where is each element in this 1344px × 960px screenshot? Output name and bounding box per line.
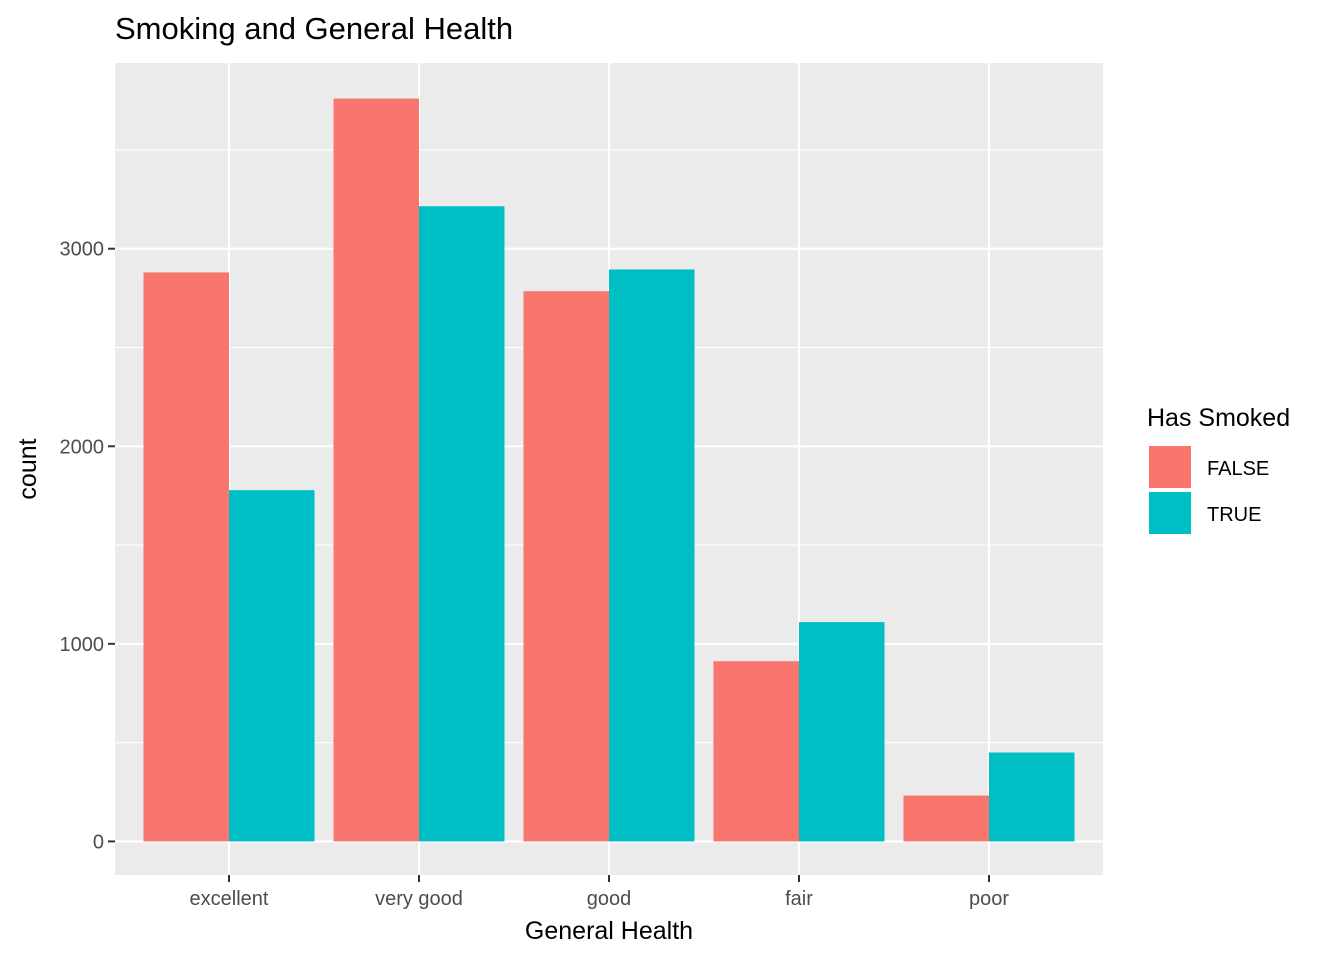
legend: Has Smoked FALSE TRUE (1147, 404, 1290, 534)
y-axis: 0 1000 2000 3000 (60, 239, 115, 853)
y-tick-label: 1000 (60, 634, 105, 656)
bar-true-poor (989, 752, 1075, 842)
bar-true-fair (799, 622, 885, 842)
legend-key-false (1149, 446, 1191, 488)
bar-true-excellent (229, 490, 315, 842)
x-axis: excellent very good good fair poor (190, 875, 1009, 910)
bar-false-good (523, 291, 609, 842)
bar-false-excellent (143, 272, 229, 842)
y-tick-label: 0 (93, 831, 104, 853)
x-axis-title: General Health (525, 917, 693, 945)
y-tick-label: 2000 (60, 436, 105, 458)
bar-false-poor (903, 795, 989, 842)
x-tick-label: excellent (190, 888, 269, 910)
legend-title: Has Smoked (1147, 404, 1290, 432)
y-tick-label: 3000 (60, 239, 105, 261)
x-tick-label: very good (375, 888, 463, 910)
x-tick-label: fair (785, 888, 813, 910)
bar-true-good (609, 269, 695, 842)
y-axis-title: count (14, 438, 42, 499)
chart-title: Smoking and General Health (115, 11, 513, 46)
legend-label-true: TRUE (1207, 504, 1261, 526)
x-tick-label: poor (969, 888, 1009, 910)
legend-key-true (1149, 492, 1191, 534)
bar-false-fair (713, 661, 799, 842)
bars (143, 98, 1075, 842)
x-tick-label: good (587, 888, 632, 910)
legend-label-false: FALSE (1207, 458, 1269, 480)
bar-true-very-good (419, 206, 505, 842)
bar-false-very-good (333, 98, 419, 842)
